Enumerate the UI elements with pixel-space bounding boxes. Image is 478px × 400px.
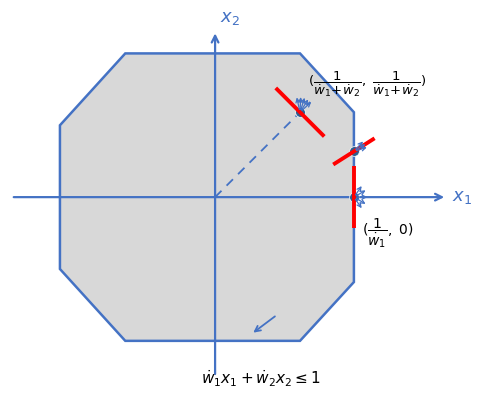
Text: $(\dfrac{1}{\dot{w}_1},\ 0)$: $(\dfrac{1}{\dot{w}_1},\ 0)$	[362, 217, 414, 250]
Text: $x_2$: $x_2$	[220, 9, 240, 27]
Text: $x_1$: $x_1$	[452, 188, 472, 206]
Text: $(\dfrac{1}{\dot{w}_1\!+\!\dot{w}_2},\ \dfrac{1}{\dot{w}_1\!+\!\dot{w}_2})$: $(\dfrac{1}{\dot{w}_1\!+\!\dot{w}_2},\ \…	[308, 69, 426, 99]
Polygon shape	[60, 54, 354, 341]
Text: $\dot{w}_1 x_1 + \dot{w}_2 x_2 \leq 1$: $\dot{w}_1 x_1 + \dot{w}_2 x_2 \leq 1$	[201, 369, 321, 389]
